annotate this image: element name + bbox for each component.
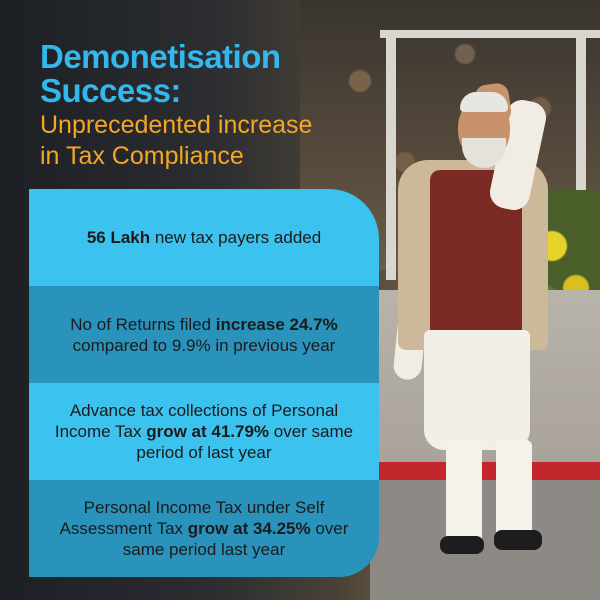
fact-body-pre: No of Returns filed (70, 314, 216, 334)
person-shoe-right (494, 530, 542, 550)
fact-card-new-taxpayers: 56 Lakh new tax payers added (29, 189, 379, 286)
canopy-beam (380, 30, 600, 38)
person-kurta (424, 330, 530, 450)
pillar-right (576, 30, 586, 280)
fact-body-post: compared to 9.9% in previous year (72, 335, 336, 355)
fact-highlight: grow at 41.79% (146, 422, 270, 441)
fact-card-returns-filed: No of Returns filed increase 24.7% compa… (29, 286, 379, 383)
facts-panel: 56 Lakh new tax payers added No of Retur… (29, 189, 379, 577)
fact-body: new tax payers added (150, 228, 322, 247)
pillar-left (386, 30, 396, 280)
fact-highlight: 56 Lakh (86, 228, 151, 247)
headline: Demonetisation Success: Unprecedented in… (40, 40, 360, 172)
fact-highlight: grow at 34.25% (187, 519, 311, 538)
fact-text: Personal Income Tax under Self Assessmen… (29, 497, 379, 560)
subtitle-line-2: in Tax Compliance (40, 142, 244, 170)
road (370, 480, 600, 600)
headline-line-1: Demonetisation (40, 38, 281, 75)
fact-text: Advance tax collections of Personal Inco… (29, 400, 379, 463)
person-shoe-left (440, 536, 484, 554)
fact-body-pre: Advance tax collections of Personal Inco… (54, 401, 339, 441)
fact-body-post: over same period last year (122, 519, 349, 559)
fact-body-post: over same period of last year (136, 422, 354, 462)
fact-card-advance-tax: Advance tax collections of Personal Inco… (29, 383, 379, 480)
fact-text: No of Returns filed increase 24.7% compa… (29, 314, 379, 356)
person-leg-left (446, 440, 482, 550)
fact-highlight: increase 24.7% (215, 314, 338, 334)
headline-line-2: Success: (40, 72, 181, 109)
person-hair (460, 92, 508, 112)
subtitle-line-1: Unprecedented increase (40, 111, 313, 139)
fact-card-self-assessment: Personal Income Tax under Self Assessmen… (29, 480, 379, 577)
fact-body-pre: Personal Income Tax under Self Assessmen… (59, 498, 325, 538)
fact-text: 56 Lakh new tax payers added (63, 227, 345, 248)
red-carpet-edge (370, 462, 600, 480)
